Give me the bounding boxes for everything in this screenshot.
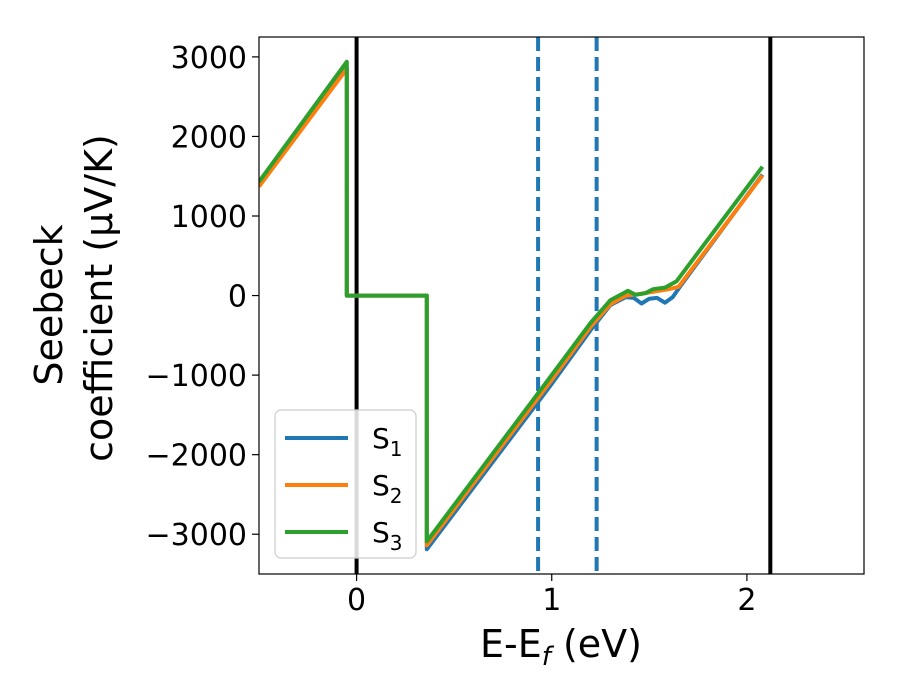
y-axis-title-line2: coefficient (μV/K) [77, 134, 121, 462]
legend-label-s3: S3 [372, 516, 403, 555]
y-tick-label: 2000 [171, 120, 247, 155]
legend-label-s1: S1 [372, 422, 403, 461]
legend: S1 S2 S3 [274, 409, 417, 559]
y-tick-label: 3000 [171, 41, 247, 76]
x-axis-title: E-Ef (eV) [480, 622, 642, 672]
plot-frame [258, 36, 865, 575]
y-axis-title-line1: Seebeck [27, 224, 71, 385]
y-tick-label: 0 [228, 280, 247, 315]
y-tick-label: −3000 [146, 518, 247, 553]
x-tick-label: 1 [542, 583, 561, 618]
y-tick-label: −1000 [146, 359, 247, 394]
series-line-s3 [259, 59, 765, 544]
x-tick-label: 0 [347, 583, 366, 618]
y-tick-label: −2000 [146, 439, 247, 474]
legend-label-s2: S2 [372, 469, 403, 508]
x-tick-label: 2 [737, 583, 756, 618]
y-tick-label: 1000 [171, 200, 247, 235]
